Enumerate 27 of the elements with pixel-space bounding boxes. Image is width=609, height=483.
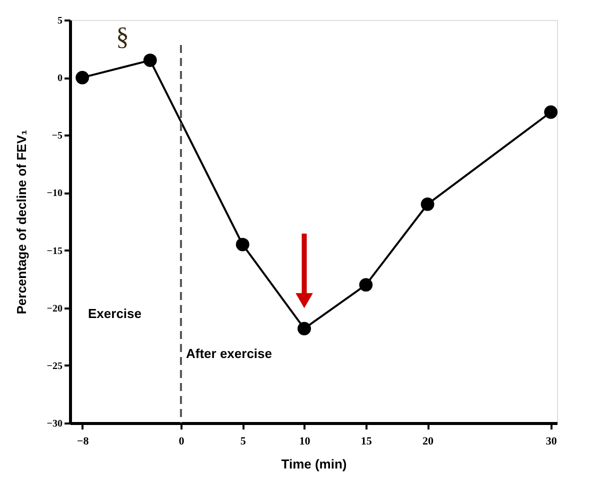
x-tick-label: 20 bbox=[422, 436, 434, 448]
point bbox=[359, 278, 373, 292]
x-tick-label: 10 bbox=[299, 436, 311, 448]
x-tick-label: 0 bbox=[178, 436, 185, 448]
y-tick-label: 0 bbox=[58, 73, 62, 84]
point bbox=[298, 322, 311, 336]
annotation: After exercise bbox=[186, 346, 272, 361]
annotation: § bbox=[116, 22, 129, 51]
y-tick-label: −15 bbox=[46, 246, 62, 257]
x-tick-label: 15 bbox=[360, 436, 372, 448]
y-tick-label: −30 bbox=[46, 418, 62, 430]
y-tick-label: −5 bbox=[52, 130, 62, 142]
y-axis-title: Percentage of decline of FEV₁ bbox=[14, 130, 29, 314]
point bbox=[420, 198, 434, 211]
y-tick-label: −10 bbox=[46, 188, 62, 200]
annotation: Exercise bbox=[88, 306, 142, 321]
x-tick-label: −8 bbox=[76, 436, 90, 448]
x-axis-title: Time (min) bbox=[281, 456, 347, 472]
point bbox=[544, 105, 558, 119]
point bbox=[143, 54, 157, 67]
y-tick-label: −25 bbox=[46, 360, 62, 372]
x-tick-label: 30 bbox=[546, 436, 558, 448]
point bbox=[236, 238, 250, 252]
x-tick-label: 5 bbox=[240, 436, 246, 448]
y-tick-label: 5 bbox=[58, 16, 62, 26]
y-tick-label: −20 bbox=[46, 303, 62, 314]
point bbox=[76, 70, 90, 84]
